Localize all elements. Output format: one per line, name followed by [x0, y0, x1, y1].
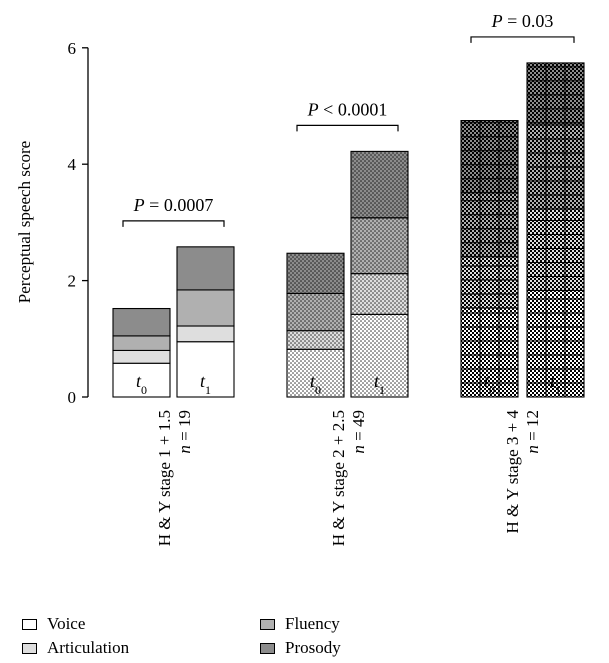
pvalue-label: P = 0.03 — [491, 11, 554, 31]
bar-segment-prosody — [113, 308, 170, 336]
bar-segment-pattern-fluency — [351, 217, 408, 274]
legend-label-voice: Voice — [47, 614, 86, 633]
bar-segment-pattern-articulation — [461, 256, 518, 308]
pvalue-annotations: P = 0.0007 P < 0.0001 P = 0.03 — [122, 11, 575, 227]
legend-swatch-prosody — [260, 642, 275, 654]
y-tick-label: 0 — [68, 388, 77, 407]
bar-segment-grid — [461, 307, 518, 397]
time-label: t1 — [374, 371, 385, 397]
legend-item-fluency: Fluency — [260, 614, 340, 634]
bar-segment-pattern-voice — [351, 314, 408, 397]
pvalue-label: P < 0.0001 — [307, 99, 388, 119]
bar-segment-pattern-articulation — [287, 330, 344, 350]
legend-label-prosody: Prosody — [285, 638, 341, 657]
time-label: t0 — [484, 371, 495, 397]
legend-swatch-voice — [22, 618, 37, 630]
bar-segment-pattern-voice — [461, 307, 518, 397]
bar-segment-grid — [461, 192, 518, 257]
pvalue-bracket — [296, 124, 399, 132]
bar-segment-articulation — [177, 325, 234, 342]
group-label: H & Y stage 2 + 2.5 — [329, 410, 348, 546]
pvalue-bracket — [122, 220, 225, 227]
group-n-label: n = 12 — [523, 410, 542, 454]
bar-segment-grid — [527, 209, 584, 291]
group-n-label: n = 19 — [175, 410, 194, 454]
bar-segment-grid — [461, 120, 518, 193]
legend-swatch-fluency — [260, 618, 275, 630]
legend-item-articulation: Articulation — [22, 638, 129, 658]
bar-segment-articulation — [113, 350, 170, 364]
bar-segment-voice — [113, 363, 170, 397]
bar-segment-pattern-fluency — [287, 293, 344, 331]
group-n-label: n = 49 — [349, 410, 368, 454]
y-axis-label: Perceptual speech score — [15, 141, 34, 303]
bar-segment-outline — [286, 252, 345, 294]
legend-label-fluency: Fluency — [285, 614, 340, 633]
time-label: t1 — [200, 371, 211, 397]
y-tick-label: 6 — [68, 39, 77, 58]
bar-segment-pattern-prosody — [461, 120, 518, 193]
bar-segment-pattern-prosody — [287, 253, 344, 294]
bar-segment-pattern-voice — [287, 349, 344, 397]
bar-segment-prosody — [177, 246, 234, 290]
group-label: H & Y stage 3 + 4 — [503, 410, 522, 534]
y-tick-label: 4 — [68, 155, 77, 174]
legend: Voice Articulation Fluency Prosody — [22, 614, 442, 660]
bar-segment-pattern-prosody — [527, 62, 584, 123]
y-axis: 0 2 4 6 — [68, 39, 89, 407]
legend-label-articulation: Articulation — [47, 638, 130, 657]
bar-segment-outline — [112, 307, 171, 337]
pvalue-label: P = 0.0007 — [133, 195, 214, 215]
y-tick-label: 2 — [68, 272, 77, 291]
bar-segment-voice — [177, 341, 234, 397]
bar-segment-outline — [526, 62, 585, 124]
bar-segment-grid — [527, 290, 584, 397]
time-label: t0 — [310, 371, 321, 397]
legend-item-prosody: Prosody — [260, 638, 341, 658]
bar-segment-pattern-prosody — [351, 151, 408, 218]
bar-segment-outline — [350, 150, 409, 219]
bar-segment-pattern-articulation — [527, 209, 584, 291]
bar-segment-fluency — [177, 289, 234, 326]
legend-swatch-articulation — [22, 642, 37, 654]
bar-segment-grid — [527, 62, 584, 123]
bar-segment-pattern-voice — [527, 290, 584, 397]
bar-segment-outline — [176, 246, 235, 291]
bar-segment-pattern-fluency — [527, 122, 584, 210]
pvalue-bracket — [470, 36, 575, 43]
bar-segment-pattern-fluency — [461, 192, 518, 257]
bar-segment-pattern-articulation — [351, 273, 408, 315]
time-label: t0 — [136, 371, 147, 397]
group-label: H & Y stage 1 + 1.5 — [155, 410, 174, 546]
bar-segment-grid — [527, 122, 584, 210]
bar-segment-fluency — [113, 335, 170, 351]
time-label: t1 — [550, 371, 561, 397]
bars-layer: t0 t1 t0 t1 t0 t1 — [112, 62, 585, 398]
bar-segment-grid — [461, 256, 518, 308]
bar-segment-outline — [460, 120, 519, 194]
x-axis-labels: H & Y stage 1 + 1.5 n = 19 H & Y stage 2 +… — [155, 410, 542, 547]
legend-item-voice: Voice — [22, 614, 85, 634]
